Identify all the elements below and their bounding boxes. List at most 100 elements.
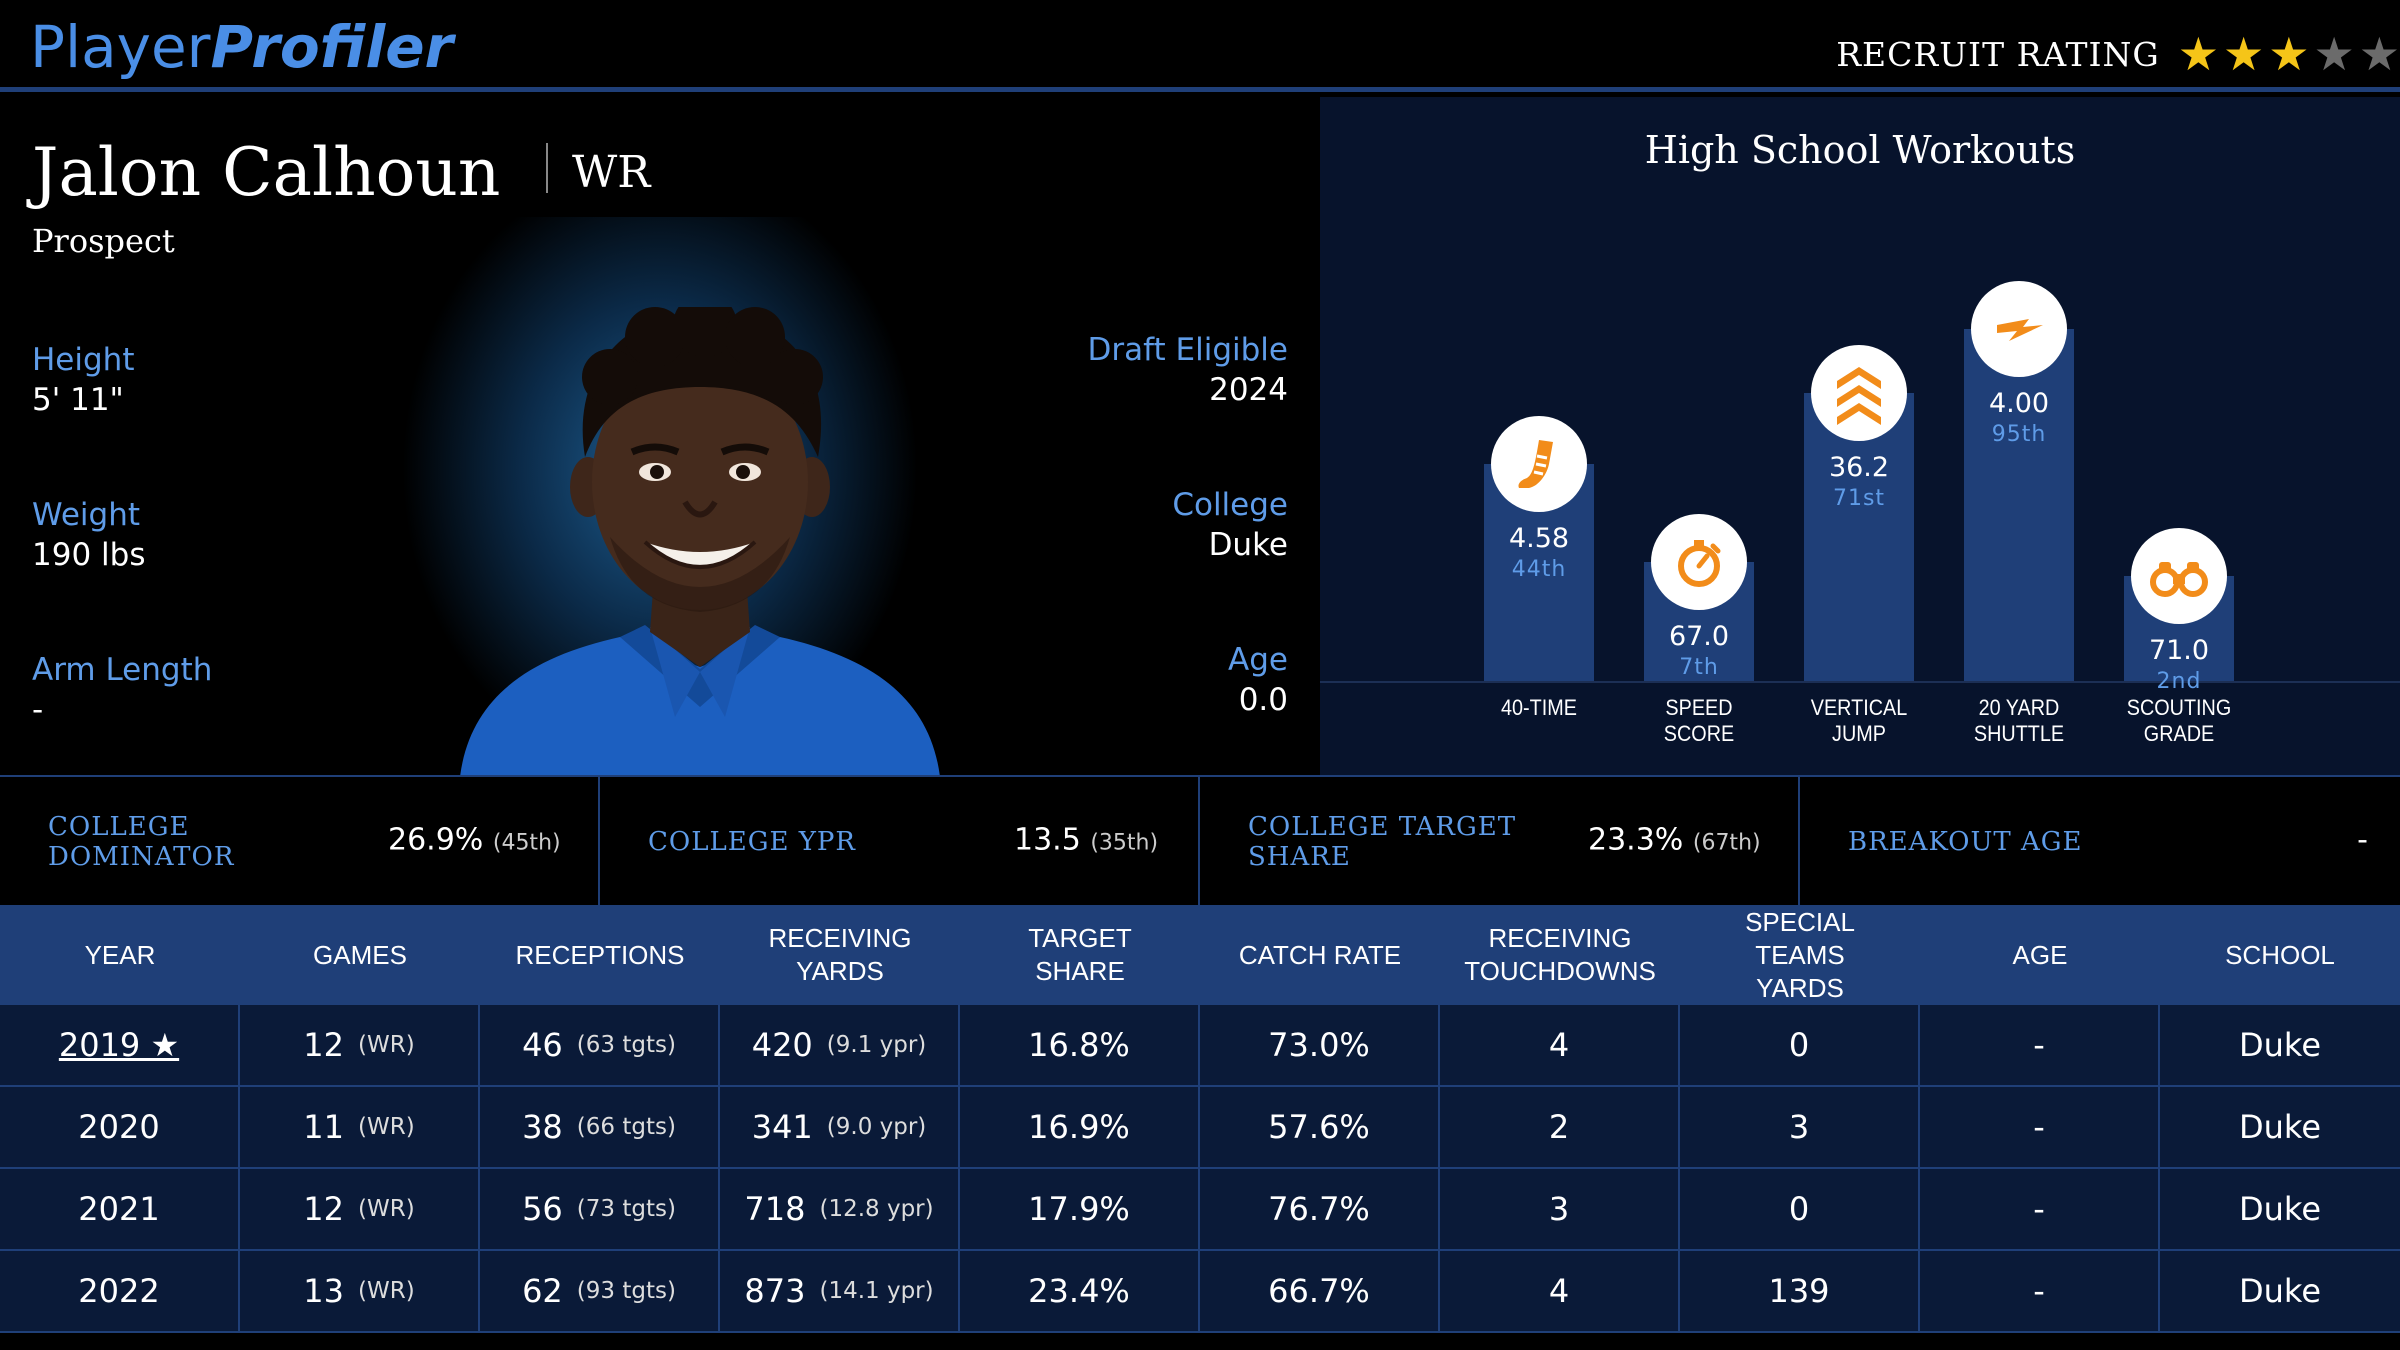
cell-value: 0 <box>1788 1026 1810 1064</box>
star-filled-icon: ★ <box>2223 27 2265 81</box>
column-header-school[interactable]: SCHOOL <box>2225 939 2335 970</box>
column-header-receiving-touchdowns[interactable]: RECEIVING TOUCHDOWNS <box>1464 923 1656 986</box>
player-photo <box>460 307 940 775</box>
school-cell: Duke <box>2160 1169 2400 1249</box>
column-header-year[interactable]: YEAR <box>84 939 156 970</box>
cell-value: 3 <box>1788 1108 1810 1146</box>
recruit-stars: ★★★★★ <box>2174 29 2400 79</box>
catch-rate-cell: 76.7% <box>1200 1169 1440 1249</box>
arm-length-value: - <box>32 692 44 728</box>
workout-value: 4.00 <box>1988 388 2050 420</box>
games-cell: 11 (WR) <box>240 1087 480 1167</box>
metric-number: 23.3% <box>1588 822 1684 858</box>
workout-label: SPEED SCORE <box>1627 695 1771 747</box>
metric-college-target-share: COLLEGE TARGET SHARE 23.3% (67th) <box>1200 777 1800 907</box>
table-row: 2022 13 (WR) 62 (93 tgts) 873 (14.1 ypr) 23.4% 6… <box>0 1251 2400 1333</box>
year-cell: 2022 <box>0 1251 240 1331</box>
age-stat: Age 0.0 <box>1228 640 1288 720</box>
cell-value: 12 <box>303 1026 345 1064</box>
height-stat: Height 5' 11" <box>32 340 134 420</box>
age-cell: - <box>1920 1251 2160 1331</box>
draft-eligible-stat: Draft Eligible 2024 <box>1088 330 1288 410</box>
breakout-year-link[interactable]: 2019 ★ <box>58 1026 180 1064</box>
column-header-receptions[interactable]: RECEPTIONS <box>515 939 685 970</box>
column-header-receiving-yards[interactable]: RECEIVING YARDS <box>768 923 912 986</box>
lightning-icon <box>1971 281 2067 378</box>
cell-value: 718 <box>744 1190 806 1228</box>
cell-value: 139 <box>1768 1272 1830 1310</box>
metric-number: 13.5 <box>1014 822 1081 858</box>
cell-value: 11 <box>303 1108 345 1146</box>
workout-label: VERTICAL JUMP <box>1787 695 1931 747</box>
column-header-special-teams-yards[interactable]: SPECIAL TEAMS YARDS <box>1745 906 1855 1003</box>
player-position: WR <box>572 147 651 198</box>
school-cell: Duke <box>2160 1087 2400 1167</box>
cell-value: 2021 <box>78 1190 160 1228</box>
workout-label-line-2: JUMP <box>1832 721 1886 746</box>
college-metrics-strip: COLLEGE DOMINATOR 26.9% (45th) COLLEGE Y… <box>0 775 2400 907</box>
special-teams-yards-cell: 0 <box>1680 1169 1920 1249</box>
height-value: 5' 11" <box>32 382 124 418</box>
cell-value: 46 <box>522 1026 563 1064</box>
receiving-yards-cell: 341 (9.0 ypr) <box>720 1087 960 1167</box>
column-header-target-share[interactable]: TARGET SHARE <box>1028 923 1132 986</box>
cell-subvalue: (WR) <box>358 1032 415 1058</box>
workout-percentile: 7th <box>1679 655 1719 681</box>
workout-percentile: 44th <box>1511 557 1567 583</box>
year-cell[interactable]: 2019 ★ <box>0 1005 240 1085</box>
column-header-catch-rate[interactable]: CATCH RATE <box>1238 939 1402 970</box>
workout-label: 20 YARD SHUTTLE <box>1947 695 2091 747</box>
cell-value: 23.4% <box>1028 1272 1130 1310</box>
age-value: 0.0 <box>1238 682 1288 718</box>
table-header: YEAR GAMES RECEPTIONS RECEIVING YARDS TARGET… <box>0 905 2400 1005</box>
special-teams-yards-cell: 0 <box>1680 1005 1920 1085</box>
cell-value: 3 <box>1548 1190 1570 1228</box>
receptions-cell: 56 (73 tgts) <box>480 1169 720 1249</box>
player-profile-panel: Jalon Calhoun WR Prospect Height 5' 11" … <box>0 97 1320 775</box>
college-label: College <box>1172 487 1288 523</box>
weight-stat: Weight 190 lbs <box>32 495 145 575</box>
cell-value: 76.7% <box>1268 1190 1370 1228</box>
cell-value: - <box>2033 1190 2045 1228</box>
cell-subvalue: (73 tgts) <box>576 1196 676 1222</box>
cell-value: 17.9% <box>1028 1190 1130 1228</box>
workout-value: 67.0 <box>1668 621 1730 653</box>
weight-value: 190 lbs <box>32 537 146 573</box>
column-header-games[interactable]: GAMES <box>313 939 407 970</box>
metric-label: COLLEGE YPR <box>648 827 856 857</box>
school-cell: Duke <box>2160 1005 2400 1085</box>
arm-length-label: Arm Length <box>32 652 213 688</box>
cell-subvalue: (66 tgts) <box>576 1114 676 1140</box>
high-school-workouts-panel: High School Workouts 4.58 44th 40-TIME 67.0… <box>1320 97 2400 775</box>
cell-value: 12 <box>303 1190 345 1228</box>
workout-label-line-1: SPEED <box>1665 695 1733 720</box>
metric-college-ypr: COLLEGE YPR 13.5 (35th) <box>600 777 1200 907</box>
column-header-age[interactable]: AGE <box>2012 939 2068 970</box>
cell-value: Duke <box>2239 1026 2321 1064</box>
metric-value: 26.9% (45th) <box>388 823 561 862</box>
metric-breakout-age: BREAKOUT AGE - <box>1800 777 2400 907</box>
target-share-cell: 17.9% <box>960 1169 1200 1249</box>
star-filled-icon: ★ <box>2268 27 2310 81</box>
catch-rate-cell: 73.0% <box>1200 1005 1440 1085</box>
school-cell: Duke <box>2160 1251 2400 1331</box>
target-share-cell: 23.4% <box>960 1251 1200 1331</box>
cell-value: 62 <box>522 1272 563 1310</box>
height-label: Height <box>32 342 135 378</box>
cell-value: 873 <box>744 1272 806 1310</box>
cell-value: 0 <box>1788 1190 1810 1228</box>
receptions-cell: 46 (63 tgts) <box>480 1005 720 1085</box>
cell-value: Duke <box>2239 1108 2321 1146</box>
target-share-cell: 16.9% <box>960 1087 1200 1167</box>
cell-subvalue: (WR) <box>358 1196 415 1222</box>
cell-subvalue: (12.8 ypr) <box>819 1196 934 1222</box>
cell-value: 4 <box>1548 1272 1570 1310</box>
site-logo[interactable]: PlayerProfiler <box>30 14 453 80</box>
catch-rate-cell: 66.7% <box>1200 1251 1440 1331</box>
workouts-baseline <box>1320 681 2400 683</box>
top-bar: PlayerProfiler RECRUIT RATING ★★★★★ <box>0 0 2400 92</box>
metric-value: 23.3% (67th) <box>1588 823 1761 862</box>
workout-label: 40-TIME <box>1467 695 1611 721</box>
metric-number: - <box>2357 822 2368 858</box>
cell-subvalue: (14.1 ypr) <box>819 1278 934 1304</box>
